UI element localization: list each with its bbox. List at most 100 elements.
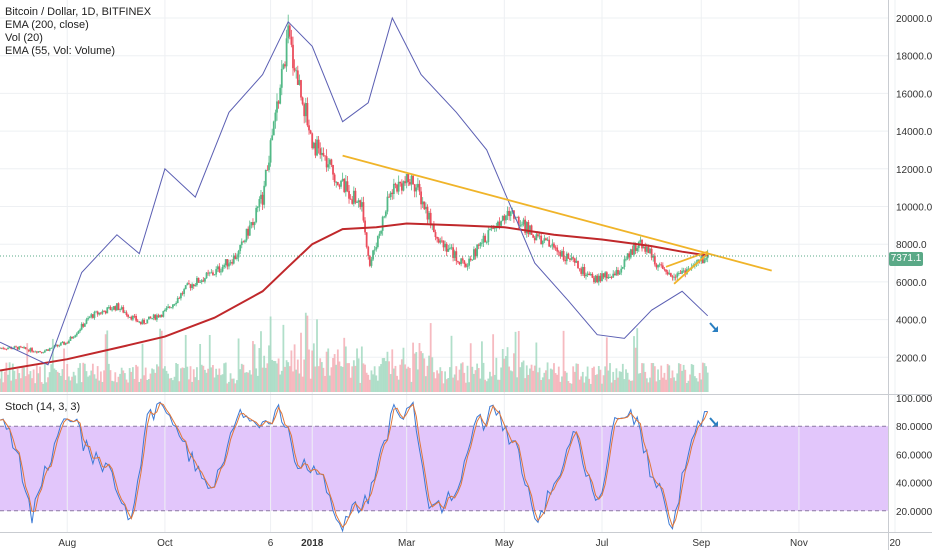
candle-body bbox=[82, 323, 85, 327]
candle-body bbox=[489, 229, 491, 231]
candle-body bbox=[183, 289, 186, 294]
volume-bar bbox=[541, 377, 544, 392]
y-tick-label: 100.0000 bbox=[896, 394, 932, 405]
volume-bar bbox=[55, 370, 57, 392]
volume-bar bbox=[131, 367, 134, 392]
volume-bar bbox=[695, 378, 698, 392]
candle-body bbox=[317, 139, 320, 149]
candle-body bbox=[149, 316, 152, 319]
candle-body bbox=[47, 349, 49, 351]
volume-bar bbox=[481, 341, 483, 392]
candle-body bbox=[293, 68, 296, 71]
volume-label[interactable]: Vol (20) bbox=[5, 32, 43, 44]
candle-body bbox=[10, 347, 13, 349]
stoch-d-line bbox=[0, 402, 709, 528]
candle-body bbox=[360, 202, 363, 208]
volume-bar bbox=[580, 376, 583, 392]
volume-bar bbox=[178, 381, 181, 392]
volume-bar bbox=[681, 370, 683, 392]
ema-200-label[interactable]: EMA (200, close) bbox=[5, 19, 89, 31]
candle-body bbox=[602, 273, 605, 278]
symbol-title[interactable]: Bitcoin / Dollar, 1D, BITFINEX bbox=[5, 6, 152, 18]
candle-body bbox=[541, 240, 544, 245]
volume-bar bbox=[328, 375, 331, 392]
volume-bar bbox=[156, 364, 158, 392]
volume-bar bbox=[415, 352, 418, 392]
volume-bar bbox=[444, 371, 446, 392]
volume-bar bbox=[303, 359, 306, 392]
candle-body bbox=[413, 184, 416, 192]
candle-body bbox=[319, 148, 322, 155]
candle-body bbox=[15, 346, 17, 348]
volume-bar bbox=[197, 380, 200, 392]
candle-body bbox=[119, 309, 121, 311]
volume-bar bbox=[336, 349, 339, 392]
volume-bar bbox=[466, 365, 469, 392]
candle-body bbox=[477, 244, 480, 246]
candle-body bbox=[93, 311, 96, 318]
volume-bar bbox=[471, 366, 474, 392]
volume-bar bbox=[170, 377, 173, 392]
volume-bar bbox=[410, 381, 413, 392]
volume-bar bbox=[245, 372, 248, 392]
candle-body bbox=[408, 182, 411, 185]
volume-bar bbox=[189, 366, 192, 392]
volume-bar bbox=[685, 382, 688, 392]
candle-body bbox=[43, 350, 46, 353]
volume-bar bbox=[284, 366, 286, 392]
volume-bar bbox=[277, 358, 280, 392]
volume-bar bbox=[503, 358, 506, 392]
candle-body bbox=[386, 196, 389, 212]
candle-body bbox=[160, 315, 163, 317]
volume-bar bbox=[255, 368, 258, 392]
candle-body bbox=[111, 309, 113, 311]
volume-bar bbox=[658, 379, 661, 392]
candle-body bbox=[612, 273, 615, 278]
ema-55-volume-label[interactable]: EMA (55, Vol: Volume) bbox=[5, 45, 116, 57]
volume-bar bbox=[633, 336, 635, 392]
candle-body bbox=[27, 349, 30, 352]
candle-body bbox=[200, 280, 203, 283]
candle-body bbox=[617, 269, 619, 275]
candle-body bbox=[242, 241, 245, 243]
volume-bar bbox=[290, 350, 293, 392]
volume-bar bbox=[493, 374, 496, 392]
volume-bar bbox=[343, 337, 346, 392]
volume-bar bbox=[157, 366, 160, 392]
volume-bar bbox=[27, 374, 30, 392]
volume-bar bbox=[325, 351, 328, 392]
candle-body bbox=[490, 228, 493, 230]
candle-body bbox=[138, 321, 141, 323]
volume-bar bbox=[442, 383, 445, 392]
volume-bar bbox=[405, 368, 408, 392]
candle-body bbox=[156, 315, 158, 320]
candle-body bbox=[384, 211, 387, 217]
y-tick-label: 12000.0 bbox=[896, 165, 932, 176]
candle-body bbox=[423, 201, 426, 210]
candle-body bbox=[458, 261, 461, 265]
candle-body bbox=[168, 306, 171, 308]
candle-body bbox=[392, 183, 395, 194]
volume-bar bbox=[221, 374, 224, 392]
candle-body bbox=[535, 234, 538, 241]
volume-bar bbox=[593, 366, 595, 392]
candle-body bbox=[559, 252, 562, 257]
candle-body bbox=[569, 258, 571, 260]
volume-bar bbox=[529, 368, 531, 392]
volume-bar bbox=[437, 373, 440, 392]
candle-body bbox=[376, 235, 379, 247]
volume-bar bbox=[172, 380, 174, 392]
stoch-indicator-label[interactable]: Stoch (14, 3, 3) bbox=[5, 401, 81, 413]
candle-body bbox=[48, 348, 51, 351]
volume-bar bbox=[375, 375, 378, 392]
arrow-head bbox=[712, 326, 718, 332]
volume-bar bbox=[514, 331, 517, 392]
volume-bar bbox=[293, 344, 296, 392]
candle-body bbox=[106, 307, 109, 314]
candle-body bbox=[8, 347, 11, 349]
volume-bar bbox=[250, 374, 253, 392]
volume-bar bbox=[447, 378, 450, 392]
volume-bar bbox=[139, 378, 142, 392]
candle-body bbox=[309, 130, 312, 134]
